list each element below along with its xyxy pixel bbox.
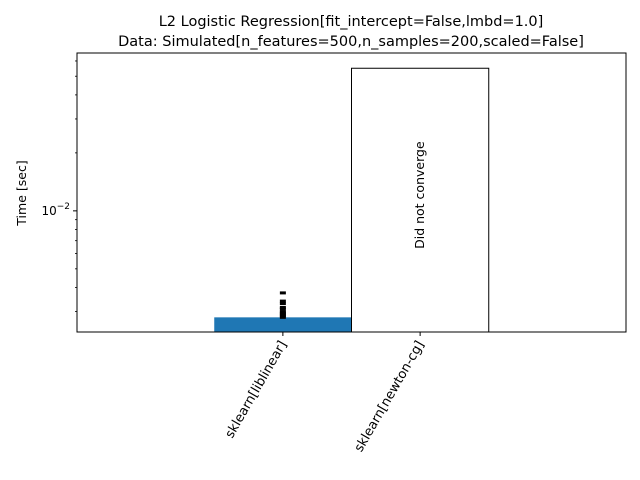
chart-subtitle: Data: Simulated[n_features=500,n_samples… [118,34,584,50]
run-point [279,299,286,303]
x-axis-ticks: sklearn[liblinear] sklearn[newton-cg] [223,332,428,455]
bar-0 [214,317,352,332]
bar-1 [351,67,490,333]
run-points [279,291,286,319]
x-tick-label: sklearn[newton-cg] [352,339,428,455]
run-point [279,302,286,306]
y-tick-label: 10−2 [41,202,70,218]
run-point [279,305,286,309]
bar-annotation: Did not converge [412,141,427,249]
y-axis-label: Time [sec] [14,160,29,226]
chart-title: L2 Logistic Regression[fit_intercept=Fal… [159,14,544,30]
bar-group [214,67,490,333]
bar-annotations: Did not converge [412,141,427,249]
plot-frame [76,52,627,333]
run-point [279,310,286,314]
run-point [279,291,286,295]
y-axis-ticks: 10−2 [41,60,77,312]
x-tick-label: sklearn[liblinear] [223,339,291,441]
